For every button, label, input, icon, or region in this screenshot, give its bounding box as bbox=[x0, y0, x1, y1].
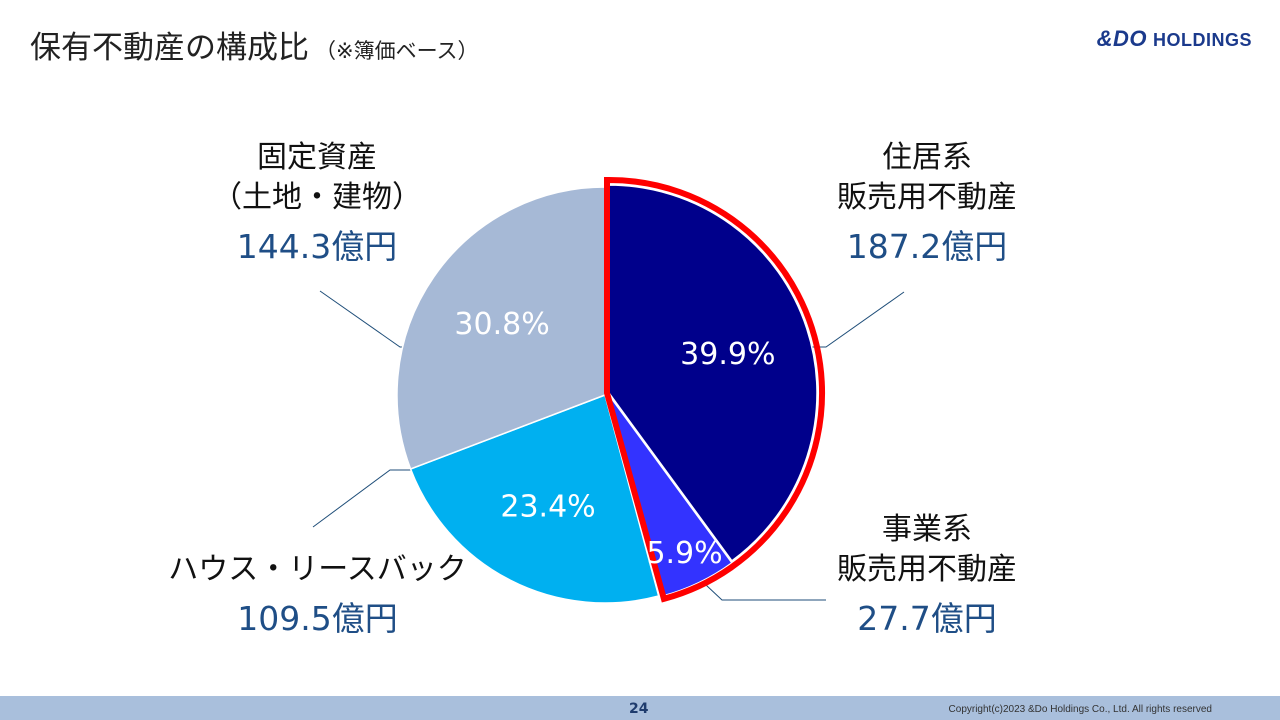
label-house-leaseback-line1: ハウス・リースバック bbox=[168, 552, 467, 587]
percent-labels: 39.9% 5.9% 23.4% 30.8% bbox=[454, 307, 775, 571]
copyright-text: Copyright(c)2023 &Do Holdings Co., Ltd. … bbox=[948, 704, 1212, 715]
page-number: 24 bbox=[629, 701, 649, 717]
label-residential-line2: 販売用不動産 bbox=[837, 180, 1017, 215]
label-commercial: 事業系 販売用不動産 27.7億円 bbox=[822, 510, 1032, 642]
highlight-outline bbox=[604, 176, 826, 603]
label-house-leaseback: ハウス・リースバック 109.5億円 bbox=[150, 550, 485, 642]
pie-slice-house-leaseback bbox=[409, 394, 660, 604]
amount-commercial: 27.7億円 bbox=[857, 599, 997, 638]
percent-label-commercial: 5.9% bbox=[646, 536, 722, 571]
title-subtitle: （※簿価ベース） bbox=[315, 39, 479, 63]
label-commercial-line2: 販売用不動産 bbox=[837, 552, 1017, 587]
leader-line-house-leaseback bbox=[312, 469, 414, 528]
title-main: 保有不動産の構成比 bbox=[30, 30, 309, 66]
label-fixed-assets: 固定資産 （土地・建物） 144.3億円 bbox=[212, 138, 422, 270]
percent-label-house-leaseback: 23.4% bbox=[500, 489, 595, 524]
logo-mark: &DO bbox=[1096, 26, 1147, 51]
company-logo: &DO HOLDINGS bbox=[1097, 26, 1252, 52]
label-commercial-line1: 事業系 bbox=[882, 512, 972, 547]
label-residential-line1: 住居系 bbox=[882, 140, 972, 175]
percent-label-fixed-assets: 30.8% bbox=[454, 307, 549, 342]
leader-line-commercial bbox=[705, 584, 826, 601]
page-title: 保有不動産の構成比 （※簿価ベース） bbox=[30, 22, 479, 67]
label-fixed-assets-line2: （土地・建物） bbox=[212, 180, 422, 215]
pie-slices bbox=[396, 184, 818, 604]
logo-suffix: HOLDINGS bbox=[1152, 30, 1252, 50]
highlight-border bbox=[604, 176, 826, 603]
percent-label-residential: 39.9% bbox=[680, 337, 775, 372]
label-residential: 住居系 販売用不動産 187.2億円 bbox=[822, 138, 1032, 270]
amount-fixed-assets: 144.3億円 bbox=[236, 227, 398, 266]
pie-slice-residential bbox=[608, 184, 818, 562]
amount-house-leaseback: 109.5億円 bbox=[237, 599, 398, 638]
amount-residential: 187.2億円 bbox=[846, 227, 1008, 266]
label-fixed-assets-line1: 固定資産 bbox=[257, 140, 377, 175]
footer-bar bbox=[0, 696, 1280, 720]
pie-slice-fixed-assets bbox=[396, 186, 606, 470]
